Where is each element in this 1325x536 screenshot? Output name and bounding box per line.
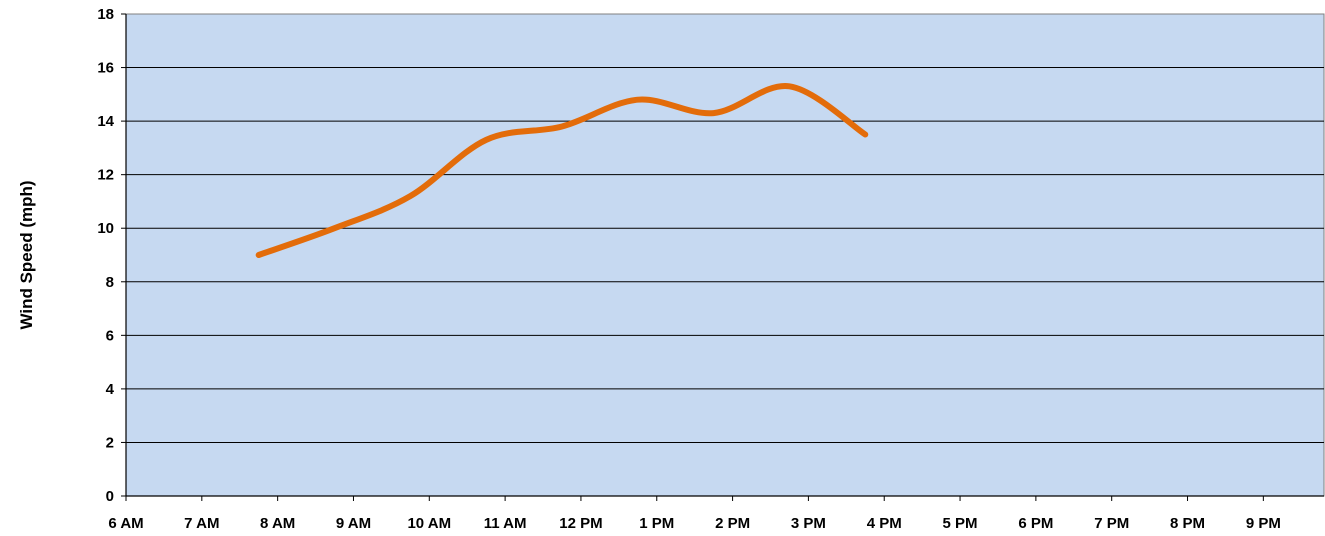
y-tick-label: 8: [106, 274, 114, 291]
x-tick-label: 6 PM: [1018, 515, 1053, 532]
x-tick-label: 4 PM: [867, 515, 902, 532]
series-group: [255, 83, 869, 258]
x-tick-label: 12 PM: [559, 515, 602, 532]
y-tick-label: 0: [106, 488, 114, 505]
y-tick-label: 4: [106, 381, 115, 398]
y-tick-label: 14: [97, 113, 114, 130]
y-tick-labels: 0 2 4 6 8 10 12 14 16 18: [97, 6, 114, 505]
x-tick-label: 9 AM: [336, 515, 371, 532]
x-tick-label: 11 AM: [484, 515, 527, 532]
x-tick-label: 5 PM: [943, 515, 978, 532]
y-tick-label: 2: [106, 434, 114, 451]
y-tick-label: 12: [97, 167, 114, 184]
y-tick-label: 16: [97, 60, 114, 77]
y-tick-label: 10: [97, 220, 114, 237]
plot-area: [125, 13, 1325, 497]
x-tick-label: 6 AM: [108, 515, 143, 532]
series-line-wind-speed: [255, 83, 869, 258]
y-tick-label: 6: [106, 327, 114, 344]
x-tick-label: 7 AM: [184, 515, 219, 532]
x-tick-label: 1 PM: [639, 515, 674, 532]
gridlines: [121, 13, 1324, 497]
y-axis-label: Wind Speed (mph): [17, 180, 36, 329]
x-tick-labels: 6 AM 7 AM 8 AM 9 AM 10 AM 11 AM 12 PM 1 PM 2 PM 3…: [108, 515, 1280, 532]
x-tick-label: 10 AM: [407, 515, 451, 532]
x-tick-label: 3 PM: [791, 515, 826, 532]
y-tick-label: 18: [97, 6, 114, 23]
axes: [125, 14, 1324, 501]
x-tick-label: 2 PM: [715, 515, 750, 532]
x-tick-label: 8 PM: [1170, 515, 1205, 532]
x-tick-label: 8 AM: [260, 515, 295, 532]
x-tick-label: 7 PM: [1094, 515, 1129, 532]
x-tick-label: 9 PM: [1246, 515, 1281, 532]
